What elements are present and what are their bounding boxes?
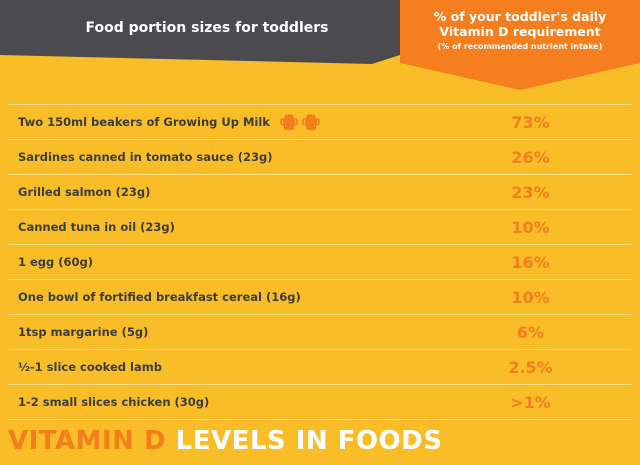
food-label: Sardines canned in tomato sauce (23g): [18, 150, 273, 164]
table-row: Two 150ml beakers of Growing Up Milk 73%: [8, 105, 632, 140]
header-right-subtitle: (% of recommended nutrient intake): [437, 42, 603, 51]
footer-title-part2: LEVELS IN FOODS: [175, 426, 443, 456]
food-label: 1tsp margarine (5g): [18, 325, 149, 339]
table-row: 1 egg (60g) 16%: [8, 245, 632, 280]
food-cell: Two 150ml beakers of Growing Up Milk: [8, 113, 413, 131]
table-row: Canned tuna in oil (23g) 10%: [8, 210, 632, 245]
percent-value: 2.5%: [508, 357, 553, 377]
food-label: Canned tuna in oil (23g): [18, 220, 175, 234]
table-row: Sardines canned in tomato sauce (23g) 26…: [8, 140, 632, 175]
percent-value: 73%: [511, 112, 550, 132]
footer-title-part1: VITAMIN D: [8, 426, 167, 456]
header-vitamin-d-requirement: % of your toddler's daily Vitamin D requ…: [400, 0, 640, 90]
table-row: One bowl of fortified breakfast cereal (…: [8, 280, 632, 315]
percent-value: 16%: [511, 252, 550, 272]
food-label: Two 150ml beakers of Growing Up Milk: [18, 115, 270, 129]
food-label: 1 egg (60g): [18, 255, 94, 269]
percent-value: 6%: [516, 322, 545, 342]
header-food-portion: Food portion sizes for toddlers: [0, 0, 400, 64]
food-label: Grilled salmon (23g): [18, 185, 151, 199]
beaker-icon: [302, 114, 320, 130]
percent-value: 10%: [511, 217, 550, 237]
percent-value: 23%: [511, 182, 550, 202]
header-right-title-line2: Vitamin D requirement: [439, 24, 601, 39]
food-table: Two 150ml beakers of Growing Up Milk 73%…: [8, 104, 632, 420]
table-row: ½-1 slice cooked lamb 2.5%: [8, 350, 632, 385]
food-label: 1-2 small slices chicken (30g): [18, 395, 210, 409]
food-label: ½-1 slice cooked lamb: [18, 360, 162, 374]
footer-title: VITAMIN D LEVELS IN FOODS: [8, 426, 442, 456]
table-row: Grilled salmon (23g) 23%: [8, 175, 632, 210]
percent-value: 26%: [511, 147, 550, 167]
percent-value: 10%: [511, 287, 550, 307]
table-row: 1tsp margarine (5g) 6%: [8, 315, 632, 350]
food-label: One bowl of fortified breakfast cereal (…: [18, 290, 301, 304]
header-left-title: Food portion sizes for toddlers: [85, 20, 329, 36]
beaker-icons: [280, 113, 320, 131]
header-right-title-line1: % of your toddler's daily: [433, 9, 607, 24]
percent-value: >1%: [510, 392, 551, 412]
beaker-icon: [280, 114, 298, 130]
table-row: 1-2 small slices chicken (30g) >1%: [8, 385, 632, 420]
